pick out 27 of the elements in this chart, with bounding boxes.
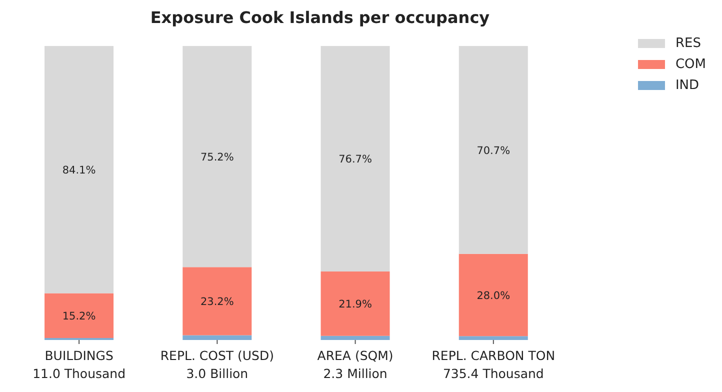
bar (182, 267, 252, 336)
bar (44, 46, 114, 294)
x-tick-label: REPL. CARBON TON 735.4 Thousand (432, 348, 556, 381)
data-label: 70.7% (476, 144, 510, 157)
data-label: 76.7% (338, 154, 372, 166)
bar (458, 336, 528, 340)
bar (458, 254, 528, 336)
data-label: 84.1% (62, 164, 96, 177)
x-tick-label: REPL. COST (USD) 3.0 Billion (160, 348, 274, 381)
data-label: 15.2% (62, 310, 96, 323)
bar (320, 336, 390, 340)
bar (44, 293, 114, 338)
chart-title: Exposure Cook Islands per occupancy (149, 8, 491, 27)
bar (320, 46, 390, 272)
bar (182, 46, 252, 268)
x-tick-label: AREA (SQM) 2.3 Million (317, 348, 394, 381)
legend-label: IND (675, 78, 700, 93)
legend-label: COM (675, 57, 706, 72)
data-label: 75.2% (200, 152, 234, 164)
data-label: 28.0% (476, 290, 510, 302)
bar (320, 272, 390, 336)
x-tick-label: BUILDINGS 11.0 Thousand (32, 348, 126, 381)
legend-label: RES (675, 36, 701, 51)
bar (458, 46, 528, 254)
data-label: 21.9% (338, 298, 372, 311)
bar (182, 335, 252, 340)
data-label: 23.2% (200, 296, 234, 308)
